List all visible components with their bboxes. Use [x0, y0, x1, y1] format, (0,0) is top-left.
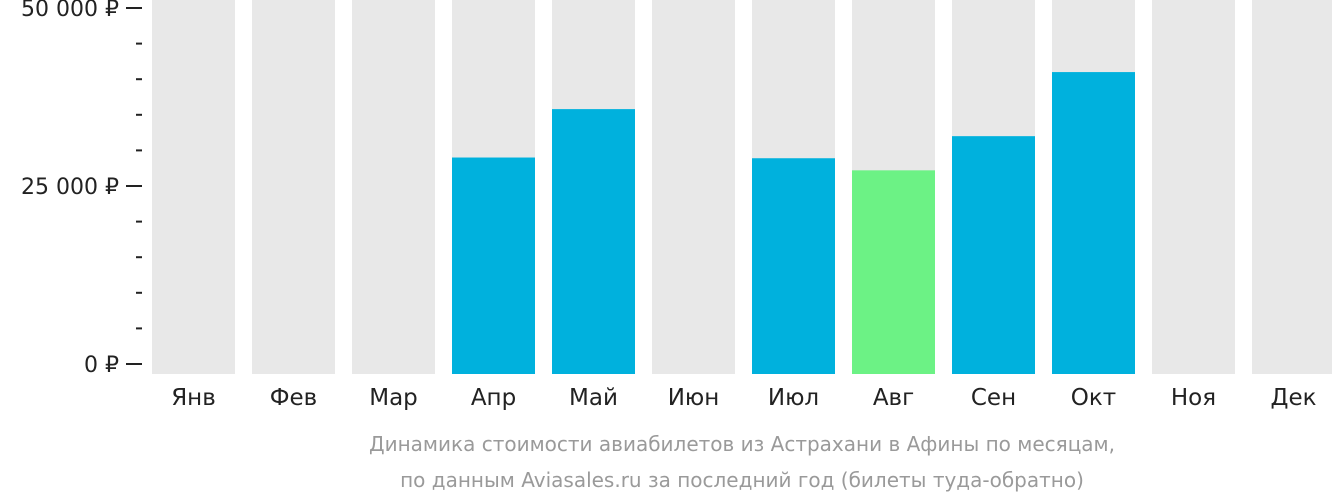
- background-bar-12: [1252, 0, 1332, 374]
- bar-10: [1052, 72, 1135, 374]
- background-bar-11: [1152, 0, 1235, 374]
- y-tick-label-3: 50 000 ₽: [21, 0, 119, 22]
- x-tick-label-9: Сен: [971, 385, 1016, 411]
- background-bar-3: [352, 0, 435, 374]
- x-tick-label-7: Июл: [768, 385, 819, 411]
- x-tick-label-5: Май: [569, 385, 618, 411]
- x-tick-label-6: Июн: [668, 385, 720, 411]
- x-tick-label-3: Мар: [369, 385, 418, 411]
- x-tick-label-11: Ноя: [1171, 385, 1216, 411]
- bar-5: [552, 109, 635, 374]
- x-tick-label-8: Авг: [873, 385, 914, 411]
- bar-7: [752, 158, 835, 374]
- x-tick-label-12: Дек: [1270, 385, 1316, 411]
- data-bars: [452, 72, 1135, 374]
- background-bar-2: [252, 0, 335, 374]
- chart-caption-line-2: по данным Aviasales.ru за последний год …: [400, 468, 1084, 492]
- x-tick-label-4: Апр: [471, 385, 516, 411]
- y-axis: 0 ₽ 25 000 ₽ 50 000 ₽: [21, 0, 142, 378]
- bar-4: [452, 157, 535, 374]
- background-bar-6: [652, 0, 735, 374]
- y-tick-label-1: 0 ₽: [84, 353, 119, 378]
- price-chart: 0 ₽ 25 000 ₽ 50 000 ₽ Янв Фев Мар Апр Май Июн Ию…: [21, 0, 1332, 411]
- x-tick-label-2: Фев: [270, 385, 318, 411]
- background-bars: [152, 0, 1332, 374]
- y-tick-label-2: 25 000 ₽: [21, 175, 119, 200]
- x-axis-labels: Янв Фев Мар Апр Май Июн Июл Авг Сен Окт Ноя Дек: [171, 385, 1316, 411]
- x-tick-label-1: Янв: [171, 385, 216, 411]
- background-bar-1: [152, 0, 235, 374]
- chart-caption-line-1: Динамика стоимости авиабилетов из Астрах…: [368, 432, 1116, 456]
- x-tick-label-10: Окт: [1071, 385, 1116, 411]
- bar-9: [952, 136, 1035, 374]
- bar-8: [852, 170, 935, 374]
